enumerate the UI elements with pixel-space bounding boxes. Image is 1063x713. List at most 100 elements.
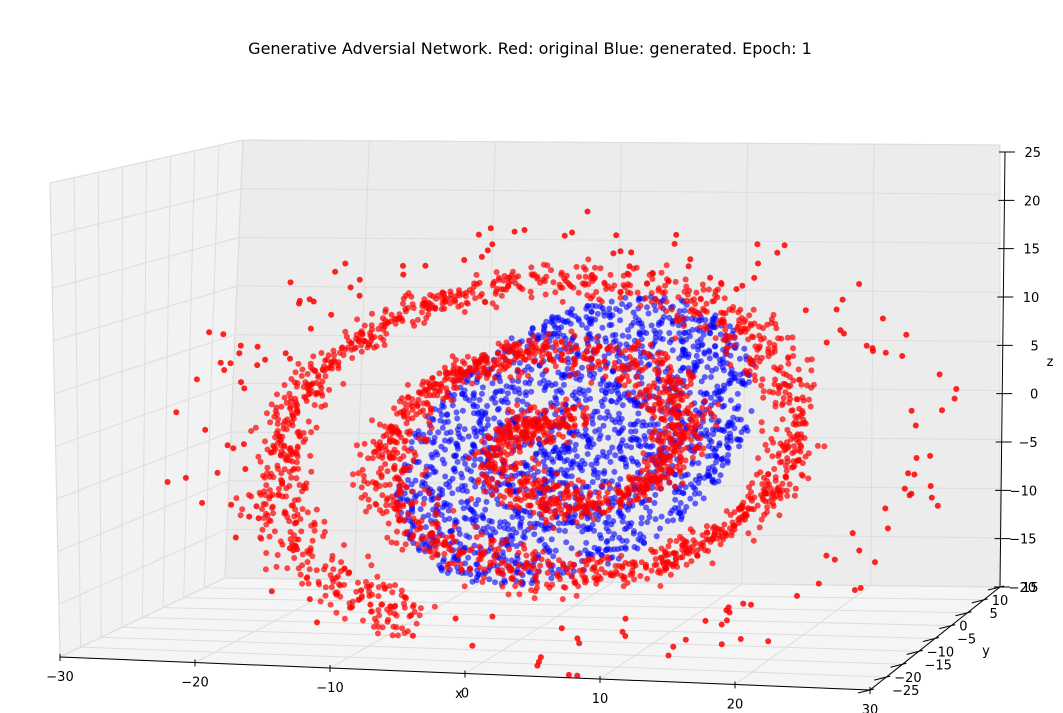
original-point — [528, 563, 535, 570]
original-point — [402, 541, 409, 548]
generated-point — [622, 544, 629, 550]
original-point — [571, 332, 578, 339]
original-point — [688, 558, 695, 565]
original-point — [358, 494, 365, 501]
generated-point — [435, 429, 442, 436]
original-point — [377, 334, 384, 341]
original-point — [283, 493, 289, 500]
x-tick-label: 10 — [592, 692, 609, 707]
original-point — [686, 287, 693, 294]
original-point — [610, 347, 617, 354]
original-point — [576, 273, 582, 280]
generated-point — [579, 364, 585, 371]
original-point — [573, 263, 580, 270]
generated-point — [606, 322, 613, 329]
original-point — [307, 382, 314, 389]
original-point — [354, 579, 361, 586]
generated-point — [612, 452, 619, 459]
original-point — [496, 276, 503, 283]
original-point — [432, 545, 439, 552]
generated-point — [556, 450, 563, 457]
original-point — [564, 483, 571, 490]
generated-point — [717, 331, 724, 338]
original-point — [683, 297, 690, 304]
generated-point — [488, 518, 495, 525]
generated-point — [591, 544, 598, 551]
original-point — [699, 451, 705, 458]
original-point — [665, 543, 672, 550]
original-point — [701, 410, 708, 417]
generated-point — [473, 379, 480, 386]
original-point — [384, 534, 391, 541]
generated-point — [631, 528, 637, 535]
original-point — [293, 459, 300, 466]
generated-point — [518, 515, 525, 522]
original-point — [254, 343, 261, 350]
original-point — [419, 309, 425, 316]
original-point — [662, 351, 669, 357]
generated-point — [695, 346, 702, 353]
original-point — [460, 378, 467, 385]
original-point — [542, 500, 549, 507]
original-point — [556, 423, 563, 430]
original-point — [306, 296, 313, 303]
original-point — [690, 428, 697, 435]
original-point — [447, 288, 454, 295]
original-point — [389, 493, 395, 500]
original-point — [541, 468, 548, 474]
original-point — [476, 543, 483, 550]
generated-point — [605, 514, 612, 521]
generated-point — [617, 317, 624, 324]
generated-point — [575, 315, 582, 322]
z-tick-label: 0 — [1030, 388, 1038, 403]
original-point — [659, 376, 666, 383]
original-point — [544, 342, 551, 349]
original-point — [502, 435, 509, 442]
generated-point — [467, 468, 474, 475]
original-point — [503, 537, 510, 544]
original-point — [416, 612, 423, 619]
original-point — [793, 436, 800, 443]
original-point — [527, 288, 534, 295]
generated-point — [415, 458, 422, 465]
generated-point — [713, 453, 720, 460]
generated-point — [425, 512, 432, 519]
original-point — [790, 345, 796, 352]
generated-point — [461, 392, 468, 399]
generated-point — [437, 417, 444, 424]
original-point — [347, 284, 354, 291]
original-point — [485, 369, 492, 376]
grid-line-y — [142, 617, 936, 639]
generated-point — [608, 298, 615, 305]
generated-point — [556, 330, 563, 337]
original-point — [661, 289, 668, 296]
original-point — [388, 311, 395, 318]
original-point — [389, 632, 396, 639]
original-point — [559, 596, 566, 603]
original-point — [537, 654, 544, 661]
generated-point — [459, 407, 466, 414]
generated-point — [710, 431, 717, 438]
original-point — [273, 430, 280, 437]
original-point — [259, 526, 266, 533]
original-point — [559, 339, 566, 346]
original-point — [516, 504, 523, 511]
z-tick-label: −15 — [1009, 533, 1036, 548]
generated-point — [596, 426, 603, 433]
original-point — [540, 548, 547, 555]
generated-point — [469, 515, 476, 522]
generated-point — [679, 489, 686, 496]
original-point — [358, 348, 365, 355]
generated-point — [724, 444, 731, 451]
original-point — [783, 467, 790, 474]
original-point — [628, 249, 635, 256]
original-point — [643, 387, 650, 394]
original-point — [439, 289, 446, 296]
generated-point — [454, 415, 461, 422]
original-point — [410, 305, 417, 311]
generated-point — [699, 341, 706, 348]
original-point — [458, 566, 465, 573]
generated-point — [642, 436, 649, 443]
original-point — [451, 560, 458, 567]
generated-point — [477, 421, 484, 428]
